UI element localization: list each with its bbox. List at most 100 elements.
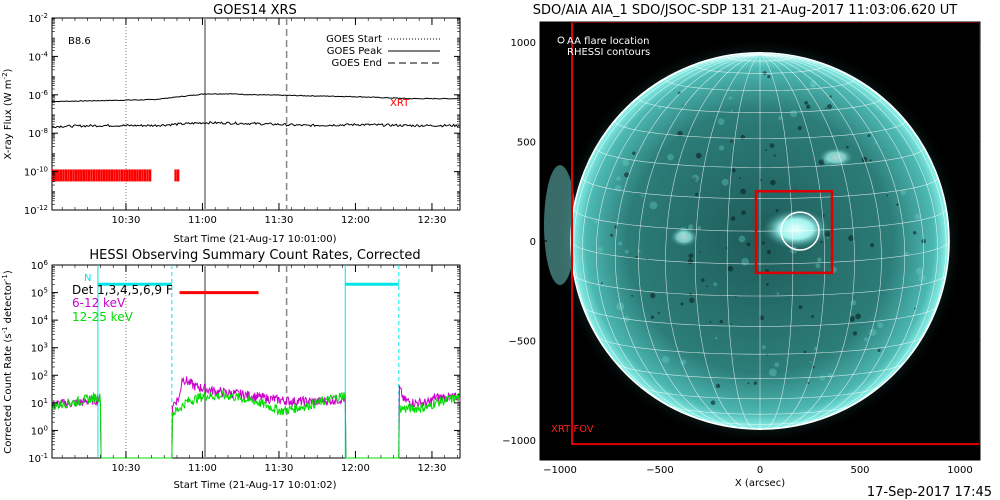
disk-bright-feature [864, 337, 868, 342]
aia-title: SDO/AIA AIA_1 SDO/JSOC-SDP 131 21-Aug-20… [533, 3, 958, 18]
disk-bright-feature [616, 176, 621, 181]
goes-x-label: Start Time (21-Aug-17 10:01:00) [173, 234, 336, 245]
disk-feature [701, 278, 705, 282]
xrt-obs-bar [113, 169, 116, 182]
disk-bright-feature [721, 178, 729, 186]
y-tick-label: 106 [31, 259, 49, 272]
aa-flare-marker-icon [557, 36, 565, 44]
xrt-obs-bar [92, 169, 96, 182]
disk-feature [822, 214, 825, 217]
aia-y-tick-label: 500 [517, 137, 536, 148]
disk-feature [848, 235, 854, 241]
disk-feature [691, 176, 697, 182]
disk-feature [677, 130, 683, 137]
active-region-west [670, 227, 698, 248]
xrt-obs-bar [105, 169, 108, 182]
xrt-obs-bar [62, 169, 65, 182]
active-region-north [818, 147, 854, 168]
x-tick-label: 11:00 [188, 463, 217, 474]
disk-bright-feature [649, 201, 658, 210]
goes-series-2 [51, 120, 461, 129]
hessi-y-ticks: 106 105 104 103 102 101 100 10-1 [28, 259, 460, 465]
y-tick-label: 103 [31, 342, 48, 355]
disk-bright-feature [914, 213, 921, 220]
disk-feature [657, 311, 660, 315]
disk-bright-feature [815, 263, 821, 269]
xrt-obs-bar [128, 169, 131, 182]
disk-feature [740, 134, 746, 140]
disk-bright-feature [730, 109, 734, 112]
aia-x-tick-label: −500 [646, 465, 673, 476]
disk-feature [765, 149, 767, 152]
xrt-obs-bar [52, 169, 55, 182]
hessi-legend: Det 1,3,4,5,6,9 F 6-12 keV 12-25 keV [72, 283, 173, 324]
disk-feature [846, 145, 849, 149]
disk-bright-feature [661, 355, 670, 364]
hessi-plot-frame [51, 264, 461, 459]
xrt-obs-bar [123, 169, 126, 182]
disk-bright-feature [761, 345, 766, 350]
y-tick-label: 10-1 [28, 452, 48, 465]
disk-bright-feature [624, 249, 629, 254]
xrt-obs-bar [80, 169, 83, 182]
legend-6-12: 6-12 keV [72, 296, 126, 310]
disk-bright-feature [618, 241, 623, 246]
disk-bright-feature [778, 116, 783, 121]
y-tick-label: 102 [31, 369, 48, 382]
goes-marks [51, 18, 461, 210]
disk-feature [759, 315, 765, 321]
disk-bright-feature [827, 373, 833, 379]
disk-feature [766, 250, 771, 255]
disk-feature [688, 253, 694, 259]
longitude-grid-line [759, 54, 855, 429]
disk-bright-feature [714, 336, 718, 340]
aia-x-ticks: −1000 −500 0 500 1000 [543, 22, 973, 476]
hessi-title: HESSI Observing Summary Count Rates, Cor… [89, 248, 420, 263]
y-tick-label: 105 [31, 287, 48, 300]
longitude-grid-line [759, 54, 882, 428]
aia-y-tick-label: −1000 [502, 436, 536, 447]
disk-feature [869, 159, 872, 162]
goes-series-1 [51, 93, 461, 103]
disk-feature [747, 382, 750, 385]
xrt-obs-bar [77, 169, 80, 182]
disk-feature [695, 192, 699, 197]
disk-feature [803, 350, 807, 354]
disk-bright-feature [876, 322, 884, 329]
x-tick-label: 10:30 [112, 215, 141, 226]
disk-feature [719, 319, 724, 324]
disk-feature [741, 210, 746, 215]
goes-x-ticks: 10:30 11:00 11:30 12:00 12:30 [61, 18, 458, 226]
disk-bright-feature [915, 267, 924, 275]
longitude-grid-line [665, 54, 761, 429]
hessi-panel: HESSI Observing Summary Count Rates, Cor… [1, 248, 461, 491]
disk-bright-feature [817, 257, 822, 263]
disk-feature [886, 194, 888, 197]
hessi-series-2 [51, 389, 461, 459]
x-tick-label: 11:30 [265, 215, 294, 226]
disk-feature [624, 172, 630, 178]
disk-feature [753, 381, 758, 385]
disk-feature [710, 400, 716, 406]
longitude-grid-line [695, 54, 761, 430]
xrt-obs-bar [82, 169, 85, 182]
disk-feature [739, 177, 741, 180]
longitude-grid-line [614, 54, 761, 427]
xrt-obs-bar [125, 169, 129, 182]
hessi-x-label: Start Time (21-Aug-17 10:01:02) [173, 480, 336, 491]
xrt-obs-bar [64, 169, 68, 182]
goes-y-ticks: 10-2 10-4 10-6 10-8 10-10 10-12 [24, 12, 460, 217]
aia-legend: AA flare location RHESSI contours [557, 36, 650, 58]
disk-bright-feature [680, 359, 687, 366]
disk-bright-feature [741, 257, 749, 266]
aia-y-tick-label: 1000 [511, 38, 536, 49]
xrt-obs-bar [100, 169, 103, 182]
longitude-grid-line [595, 54, 761, 425]
aia-x-tick-label: −1000 [543, 465, 577, 476]
xrt-obs-bar [146, 169, 149, 182]
y-tick-label: 10-6 [28, 89, 48, 102]
disk-bright-feature [869, 328, 877, 336]
xrt-fov-box [571, 22, 980, 446]
disk-bright-feature [667, 153, 674, 161]
disk-bright-feature [826, 236, 829, 239]
